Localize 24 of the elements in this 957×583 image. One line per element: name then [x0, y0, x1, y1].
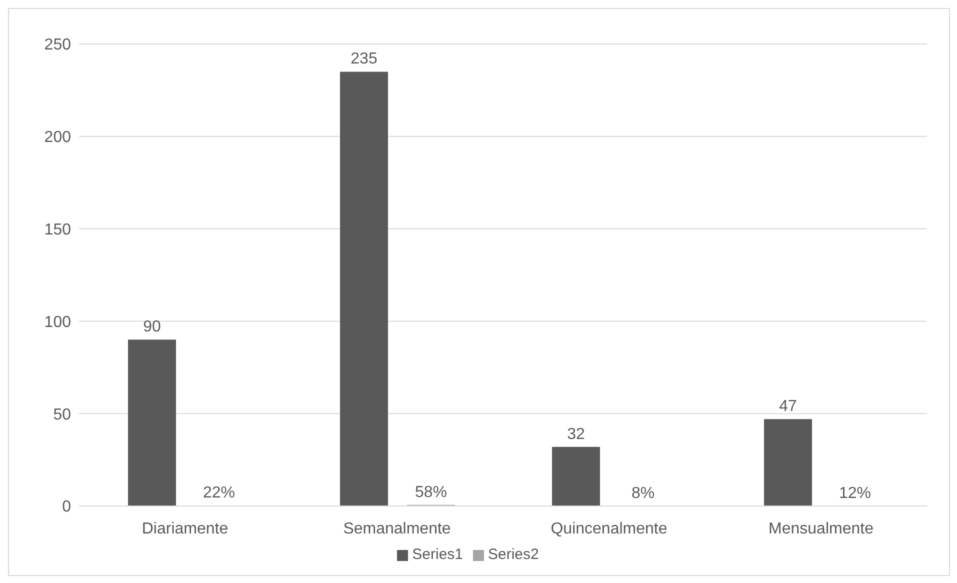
- data-label: 22%: [202, 484, 236, 502]
- bar: [340, 72, 388, 506]
- data-label: 90: [143, 318, 161, 336]
- x-tick-label: Diariamente: [142, 520, 228, 538]
- data-label: 58%: [414, 484, 448, 501]
- bar: [128, 340, 176, 506]
- y-tick-label: 200: [44, 129, 72, 146]
- data-label: 47: [779, 398, 797, 416]
- legend-label: Series1: [412, 546, 463, 563]
- legend-label: Series2: [488, 546, 539, 563]
- data-label: 235: [350, 50, 378, 68]
- bar: [552, 446, 600, 506]
- data-label: 32: [567, 426, 585, 443]
- bar: [764, 419, 812, 506]
- y-tick-label: 250: [44, 36, 72, 54]
- data-label: 12%: [838, 484, 872, 502]
- x-tick-label: Semanalmente: [343, 520, 451, 538]
- data-label: 8%: [631, 484, 655, 502]
- y-tick-label: 150: [44, 221, 72, 238]
- y-tick-label: 0: [62, 498, 72, 516]
- y-tick-label: 50: [53, 406, 72, 424]
- x-tick-label: Quincenalmente: [550, 520, 668, 538]
- y-tick-label: 100: [44, 314, 72, 331]
- x-tick-label: Mensualmente: [768, 520, 874, 538]
